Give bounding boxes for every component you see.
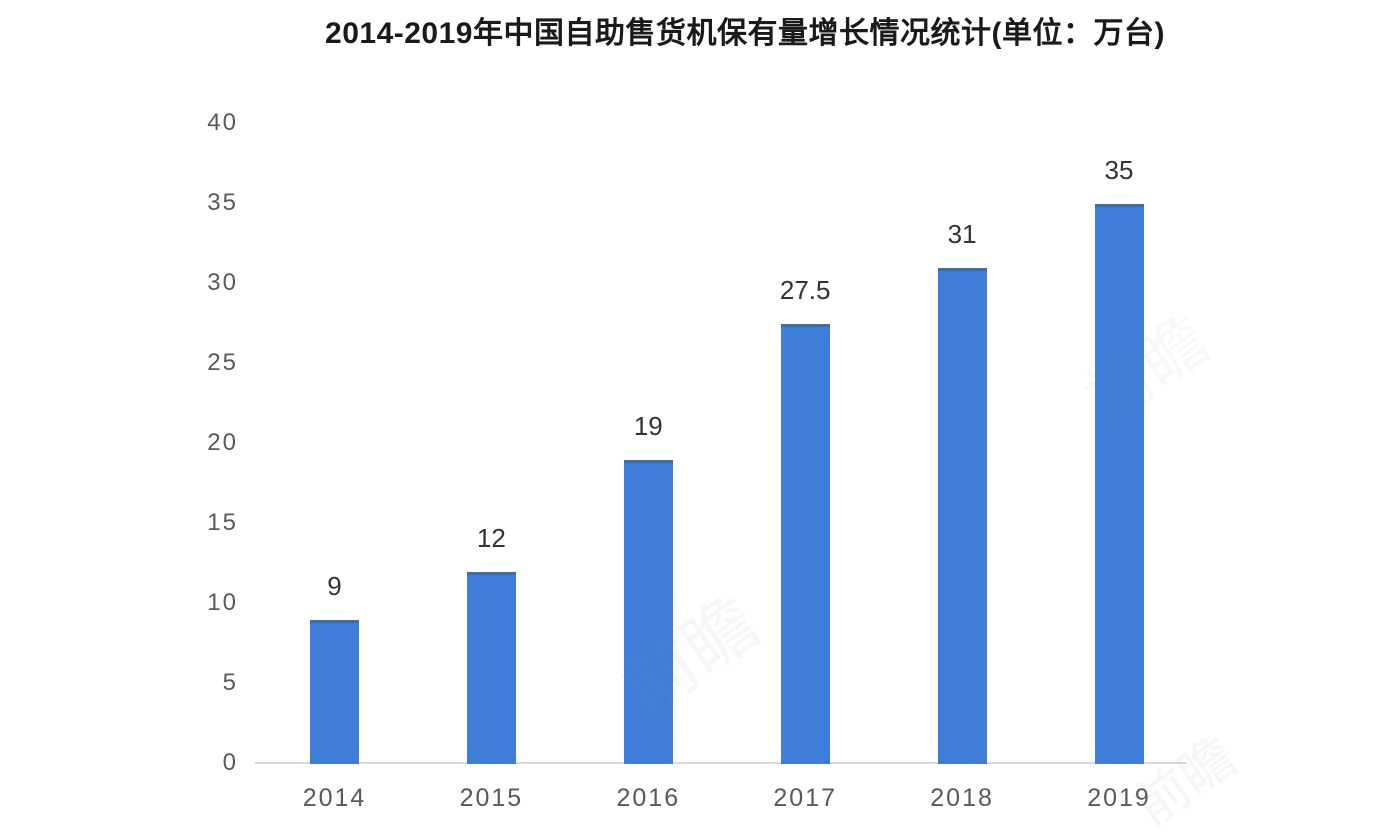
bar-value-label-2015: 12 (476, 523, 506, 553)
x-axis-label-2014: 2014 (302, 784, 367, 812)
bar-2017 (780, 324, 830, 764)
y-axis-tick-0: 0 (222, 749, 238, 776)
x-axis-line (255, 762, 1187, 764)
y-axis-tick-5: 5 (222, 669, 238, 696)
y-axis-tick-35: 35 (207, 189, 238, 216)
y-axis-tick-20: 20 (207, 429, 238, 456)
y-axis-tick-40: 40 (207, 109, 238, 136)
chart-title: 2014-2019年中国自助售货机保有量增长情况统计(单位：万台) (325, 17, 1165, 50)
x-axis-label-2016: 2016 (616, 784, 681, 812)
bar-2015 (466, 572, 516, 764)
bar-2019 (1094, 204, 1144, 764)
watermark-text-1: 前瞻 (1071, 301, 1223, 439)
y-axis-tick-10: 10 (207, 589, 238, 616)
bar-value-label-2016: 19 (633, 411, 663, 441)
x-axis-label-2018: 2018 (930, 784, 994, 812)
bar-value-label-2017: 27.5 (779, 275, 831, 305)
bar-value-label-2018: 31 (947, 219, 977, 249)
bar-2018 (937, 268, 987, 764)
bar-2014 (310, 620, 359, 764)
y-axis-tick-25: 25 (207, 349, 238, 376)
bar-value-label-2014: 9 (327, 571, 342, 601)
y-axis-tick-30: 30 (207, 269, 238, 296)
y-axis-tick-15: 15 (207, 509, 238, 536)
x-axis-label-2017: 2017 (773, 784, 837, 812)
x-axis-label-2019: 2019 (1087, 784, 1151, 812)
bar-2016 (623, 460, 673, 764)
x-axis-label-2015: 2015 (459, 784, 524, 812)
bar-value-label-2019: 35 (1104, 155, 1134, 185)
